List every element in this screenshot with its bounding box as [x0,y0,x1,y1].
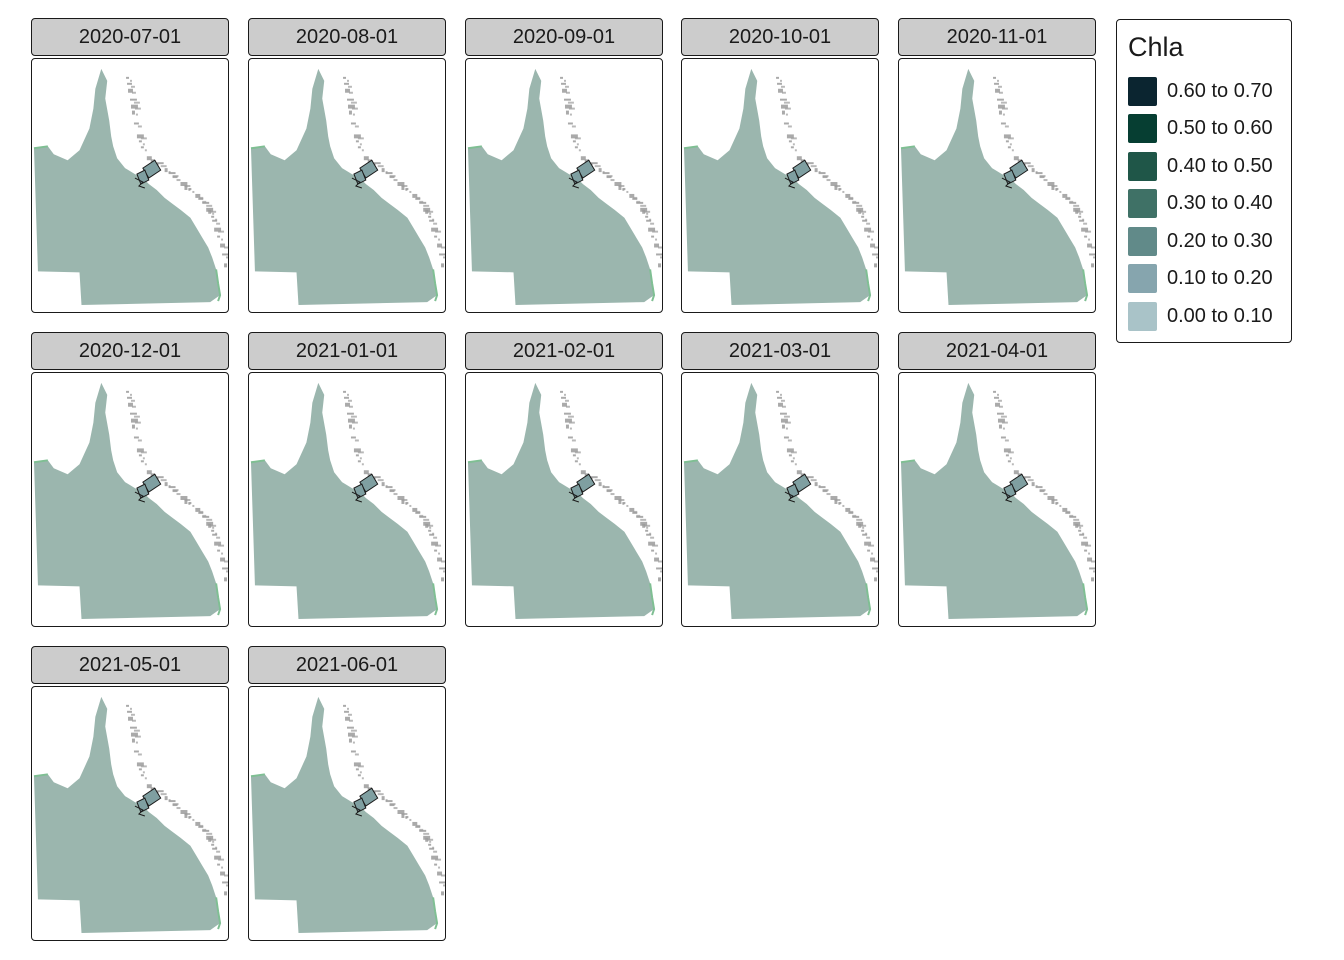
facet-panel: 2021-05-01 [31,646,229,941]
facet-panel: 2020-09-01 [465,18,663,313]
map-frame [465,58,663,313]
legend-swatch [1127,263,1158,294]
facet-panel: 2021-01-01 [248,332,446,627]
facet-strip-label: 2020-12-01 [31,332,229,370]
map-frame [681,58,879,313]
map-frame [31,58,229,313]
map-frame [248,58,446,313]
map-frame [898,372,1096,627]
facet-panel: 2020-08-01 [248,18,446,313]
legend-swatch [1127,225,1158,257]
facet-strip-label: 2021-05-01 [31,646,229,684]
facet-panel: 2020-11-01 [898,18,1096,313]
facet-strip-label: 2020-07-01 [31,18,229,56]
facet-strip-label: 2020-10-01 [681,18,879,56]
legend-swatch [1127,188,1158,219]
legend-label: 0.00 to 0.10 [1167,304,1273,327]
map-frame [465,372,663,627]
facet-strip-label: 2020-08-01 [248,18,446,56]
facet-strip-label: 2021-01-01 [248,332,446,370]
facet-panel: 2020-10-01 [681,18,879,313]
legend-label: 0.40 to 0.50 [1167,154,1273,177]
facet-panel: 2021-06-01 [248,646,446,941]
legend-item: 0.40 to 0.50 [1127,150,1273,182]
legend-item: 0.30 to 0.40 [1127,188,1273,220]
facet-strip-label: 2021-04-01 [898,332,1096,370]
legend-item: 0.10 to 0.20 [1127,263,1273,295]
map-frame [681,372,879,627]
facet-panel: 2021-03-01 [681,332,879,627]
legend-label: 0.60 to 0.70 [1167,79,1273,102]
facet-panel: 2020-07-01 [31,18,229,313]
legend-label: 0.20 to 0.30 [1167,229,1273,252]
facet-strip-label: 2021-06-01 [248,646,446,684]
map-frame [898,58,1096,313]
facet-panel: 2021-02-01 [465,332,663,627]
legend-item: 0.60 to 0.70 [1127,75,1273,107]
map-frame [248,372,446,627]
legend-title: Chla [1128,32,1184,62]
legend-label: 0.50 to 0.60 [1167,117,1273,139]
facet-strip-label: 2020-09-01 [465,18,663,56]
legend-swatch [1127,113,1158,144]
map-frame [31,686,229,941]
legend-label: 0.10 to 0.20 [1167,267,1273,289]
legend-item: 0.50 to 0.60 [1127,113,1273,145]
facet-strip-label: 2021-02-01 [465,332,663,370]
map-frame [248,686,446,941]
legend-swatch [1127,300,1158,332]
facet-strip-label: 2020-11-01 [898,18,1096,56]
legend-swatch [1127,75,1158,107]
legend-item: 0.20 to 0.30 [1127,225,1273,257]
legend-swatch [1127,150,1158,182]
legend: Chla 0.60 to 0.70 0.50 to 0.60 0.40 to 0… [1116,19,1292,343]
legend-item: 0.00 to 0.10 [1127,300,1273,332]
facet-strip-label: 2021-03-01 [681,332,879,370]
map-frame [31,372,229,627]
facet-panel: 2021-04-01 [898,332,1096,627]
legend-label: 0.30 to 0.40 [1167,192,1273,214]
facet-panel: 2020-12-01 [31,332,229,627]
